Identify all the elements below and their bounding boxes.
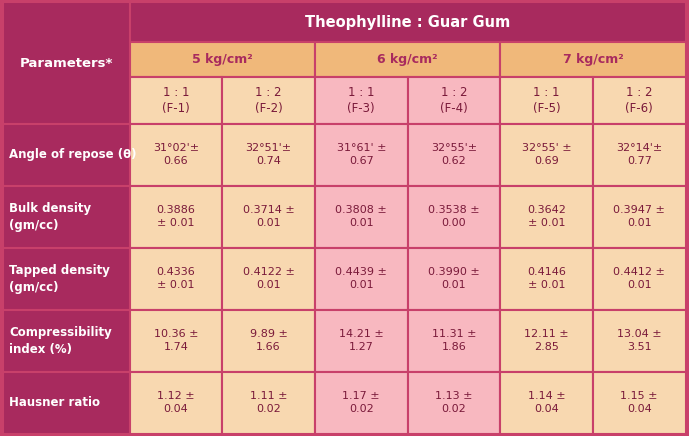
FancyBboxPatch shape <box>315 186 408 248</box>
FancyBboxPatch shape <box>3 372 130 434</box>
Text: 0.4336
± 0.01: 0.4336 ± 0.01 <box>156 267 196 290</box>
FancyBboxPatch shape <box>593 77 686 124</box>
FancyBboxPatch shape <box>130 310 223 372</box>
FancyBboxPatch shape <box>315 372 408 434</box>
Text: 1.15 ±
0.04: 1.15 ± 0.04 <box>621 392 658 414</box>
FancyBboxPatch shape <box>500 248 593 310</box>
FancyBboxPatch shape <box>223 77 315 124</box>
FancyBboxPatch shape <box>408 77 500 124</box>
FancyBboxPatch shape <box>593 372 686 434</box>
Text: 32°51'±
0.74: 32°51'± 0.74 <box>245 143 291 166</box>
Text: Theophylline : Guar Gum: Theophylline : Guar Gum <box>305 14 511 30</box>
Text: 12.11 ±
2.85: 12.11 ± 2.85 <box>524 330 569 352</box>
FancyBboxPatch shape <box>315 42 500 77</box>
FancyBboxPatch shape <box>593 248 686 310</box>
FancyBboxPatch shape <box>408 124 500 186</box>
Text: 10.36 ±
1.74: 10.36 ± 1.74 <box>154 330 198 352</box>
Text: 5 kg/cm²: 5 kg/cm² <box>192 53 253 66</box>
FancyBboxPatch shape <box>130 248 223 310</box>
FancyBboxPatch shape <box>130 77 223 124</box>
FancyBboxPatch shape <box>593 310 686 372</box>
Text: 9.89 ±
1.66: 9.89 ± 1.66 <box>249 330 287 352</box>
FancyBboxPatch shape <box>3 310 130 372</box>
Text: 6 kg/cm²: 6 kg/cm² <box>378 53 438 66</box>
Text: 0.3538 ±
0.00: 0.3538 ± 0.00 <box>428 205 480 228</box>
Text: 11.31 ±
1.86: 11.31 ± 1.86 <box>432 330 476 352</box>
Text: 1.11 ±
0.02: 1.11 ± 0.02 <box>250 392 287 414</box>
Text: 0.3714 ±
0.01: 0.3714 ± 0.01 <box>243 205 294 228</box>
Text: 32°55' ±
0.69: 32°55' ± 0.69 <box>522 143 571 166</box>
FancyBboxPatch shape <box>500 186 593 248</box>
FancyBboxPatch shape <box>3 124 130 186</box>
Text: 1.13 ±
0.02: 1.13 ± 0.02 <box>435 392 473 414</box>
Text: 14.21 ±
1.27: 14.21 ± 1.27 <box>339 330 384 352</box>
FancyBboxPatch shape <box>130 2 686 42</box>
Text: 31°61' ±
0.67: 31°61' ± 0.67 <box>336 143 386 166</box>
FancyBboxPatch shape <box>130 124 223 186</box>
Text: 0.3886
± 0.01: 0.3886 ± 0.01 <box>156 205 196 228</box>
Text: 32°55'±
0.62: 32°55'± 0.62 <box>431 143 477 166</box>
FancyBboxPatch shape <box>315 124 408 186</box>
Text: 0.3990 ±
0.01: 0.3990 ± 0.01 <box>428 267 480 290</box>
FancyBboxPatch shape <box>500 124 593 186</box>
Text: Compressibility
index (%): Compressibility index (%) <box>9 326 112 356</box>
FancyBboxPatch shape <box>3 2 130 124</box>
FancyBboxPatch shape <box>130 42 315 77</box>
FancyBboxPatch shape <box>593 124 686 186</box>
Text: 1.17 ±
0.02: 1.17 ± 0.02 <box>342 392 380 414</box>
FancyBboxPatch shape <box>223 248 315 310</box>
Text: 0.3642
± 0.01: 0.3642 ± 0.01 <box>527 205 566 228</box>
Text: 31°02'±
0.66: 31°02'± 0.66 <box>153 143 199 166</box>
FancyBboxPatch shape <box>500 42 686 77</box>
Text: 0.4122 ±
0.01: 0.4122 ± 0.01 <box>243 267 295 290</box>
Text: 32°14'±
0.77: 32°14'± 0.77 <box>616 143 662 166</box>
Text: 0.3947 ±
0.01: 0.3947 ± 0.01 <box>613 205 665 228</box>
FancyBboxPatch shape <box>408 372 500 434</box>
FancyBboxPatch shape <box>500 77 593 124</box>
Text: 1 : 2
(F-2): 1 : 2 (F-2) <box>255 86 282 116</box>
FancyBboxPatch shape <box>315 248 408 310</box>
Text: 13.04 ±
3.51: 13.04 ± 3.51 <box>617 330 661 352</box>
Text: 1 : 1
(F-5): 1 : 1 (F-5) <box>533 86 560 116</box>
Text: 1.14 ±
0.04: 1.14 ± 0.04 <box>528 392 566 414</box>
Text: 0.4412 ±
0.01: 0.4412 ± 0.01 <box>613 267 665 290</box>
FancyBboxPatch shape <box>223 372 315 434</box>
Text: 0.4146
± 0.01: 0.4146 ± 0.01 <box>527 267 566 290</box>
FancyBboxPatch shape <box>408 186 500 248</box>
FancyBboxPatch shape <box>408 248 500 310</box>
FancyBboxPatch shape <box>130 372 223 434</box>
Text: 0.3808 ±
0.01: 0.3808 ± 0.01 <box>336 205 387 228</box>
Text: 1 : 1
(F-3): 1 : 1 (F-3) <box>347 86 375 116</box>
Text: 0.4439 ±
0.01: 0.4439 ± 0.01 <box>336 267 387 290</box>
Text: Hausner ratio: Hausner ratio <box>9 396 100 409</box>
FancyBboxPatch shape <box>3 186 130 248</box>
FancyBboxPatch shape <box>500 372 593 434</box>
FancyBboxPatch shape <box>593 186 686 248</box>
FancyBboxPatch shape <box>315 310 408 372</box>
Text: 1.12 ±
0.04: 1.12 ± 0.04 <box>157 392 195 414</box>
Text: 1 : 1
(F-1): 1 : 1 (F-1) <box>162 86 190 116</box>
Text: Angle of repose (θ): Angle of repose (θ) <box>9 148 136 161</box>
FancyBboxPatch shape <box>223 186 315 248</box>
FancyBboxPatch shape <box>130 186 223 248</box>
FancyBboxPatch shape <box>315 77 408 124</box>
Text: Bulk density
(gm/cc): Bulk density (gm/cc) <box>9 202 91 232</box>
FancyBboxPatch shape <box>223 310 315 372</box>
Text: Parameters*: Parameters* <box>20 57 113 69</box>
Text: 1 : 2
(F-4): 1 : 2 (F-4) <box>440 86 468 116</box>
Text: Tapped density
(gm/cc): Tapped density (gm/cc) <box>9 264 110 293</box>
Text: 7 kg/cm²: 7 kg/cm² <box>562 53 624 66</box>
FancyBboxPatch shape <box>408 310 500 372</box>
FancyBboxPatch shape <box>500 310 593 372</box>
Text: 1 : 2
(F-6): 1 : 2 (F-6) <box>626 86 653 116</box>
FancyBboxPatch shape <box>223 124 315 186</box>
FancyBboxPatch shape <box>3 248 130 310</box>
